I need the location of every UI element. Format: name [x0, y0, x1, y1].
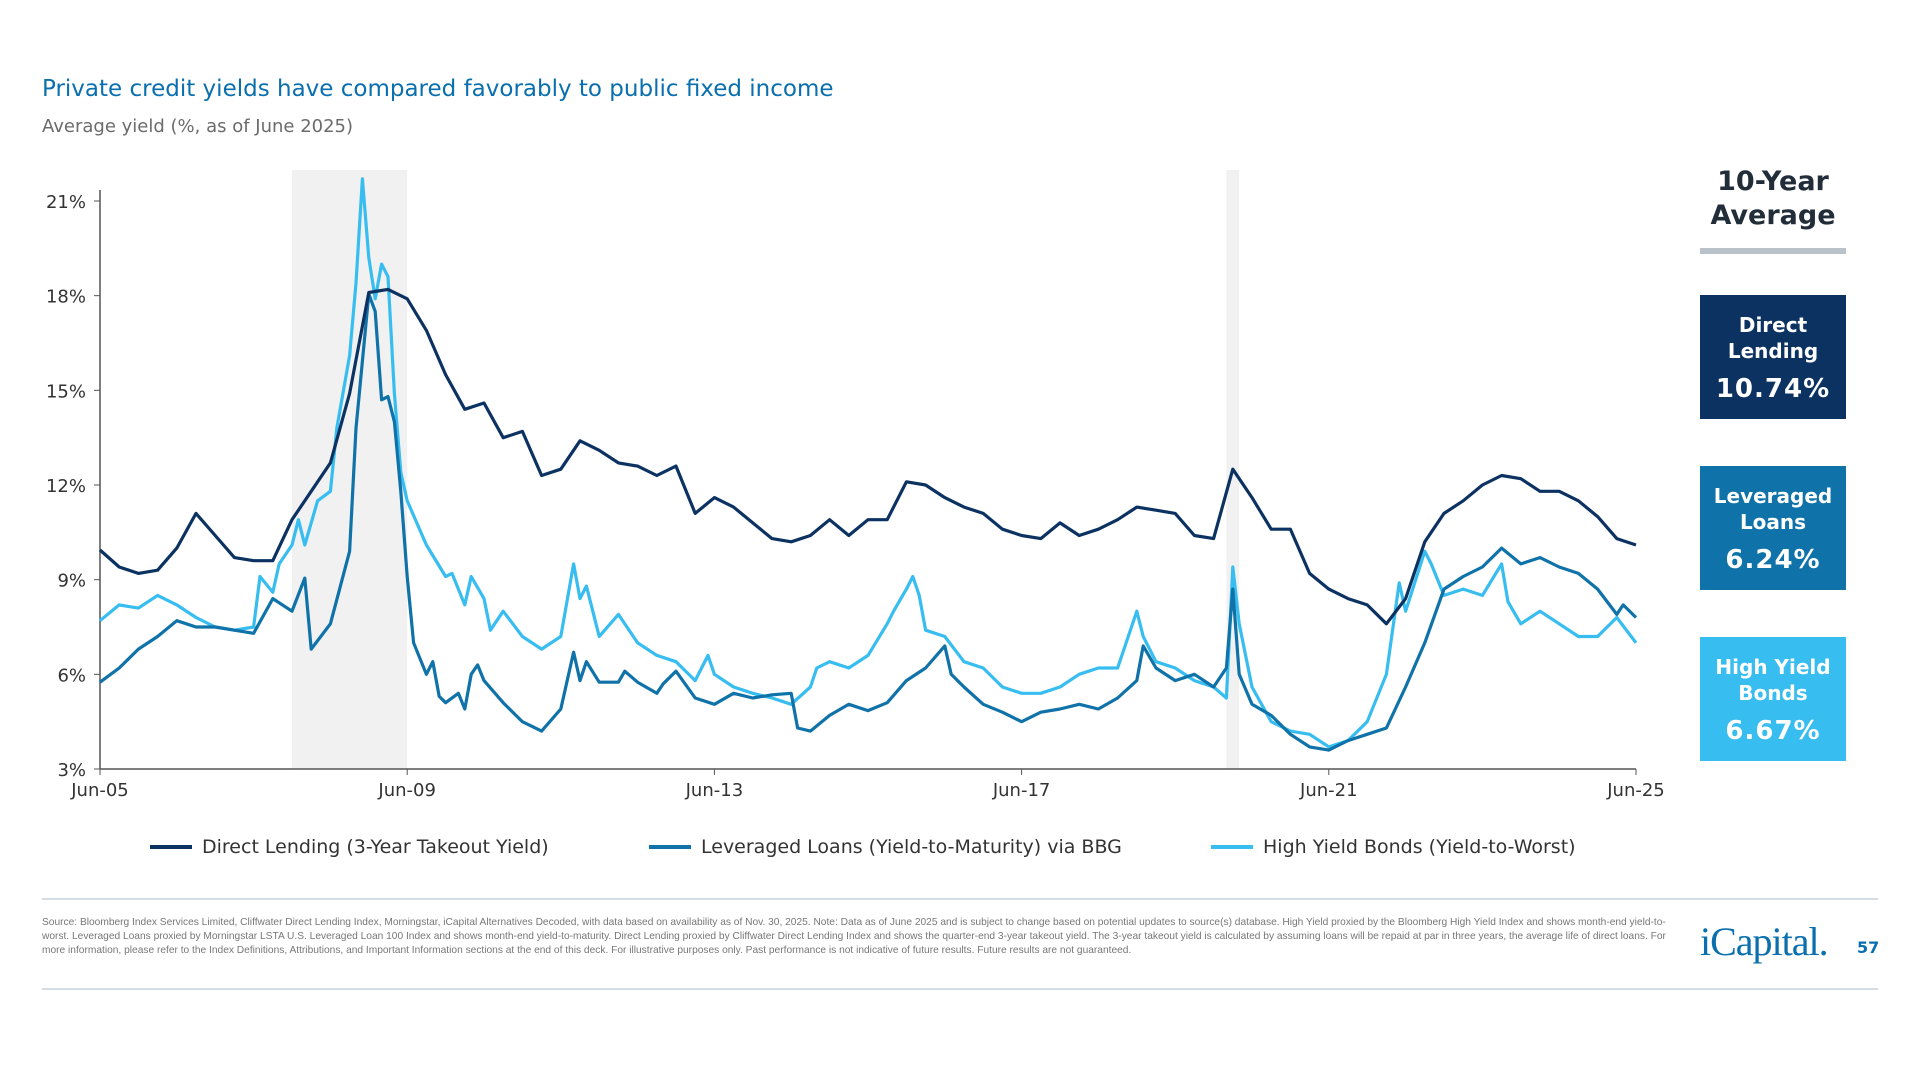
box-label: Leveraged — [1713, 484, 1833, 508]
legend-label: Leveraged Loans (Yield-to-Maturity) via … — [701, 836, 1122, 858]
legend-swatch — [150, 845, 192, 849]
leveraged-loans-line — [99, 292, 1638, 752]
legend-swatch — [1211, 845, 1253, 849]
direct-lending-average-box: Direct Lending 10.74% — [1700, 295, 1846, 419]
box-label: High Yield — [1715, 655, 1831, 679]
x-tick-label: Jun-21 — [1299, 780, 1358, 801]
page-number: 57 — [1857, 938, 1880, 957]
chart-title: Private credit yields have compared favo… — [42, 76, 834, 102]
footer-divider-bottom — [42, 988, 1878, 990]
y-tick-label: 15% — [46, 381, 86, 402]
legend-label: High Yield Bonds (Yield-to-Worst) — [1263, 836, 1576, 858]
box-label: Loans — [1739, 510, 1807, 534]
recession-shading — [292, 170, 408, 769]
box-label: Bonds — [1738, 681, 1808, 705]
y-tick-label: 12% — [46, 476, 86, 497]
heading-divider — [1700, 248, 1846, 254]
legend-item-direct-lending: Direct Lending (3-Year Takeout Yield) — [150, 836, 549, 858]
heading-line-2: Average — [1710, 200, 1836, 231]
high-yield-bonds-average-box: High Yield Bonds 6.67% — [1700, 637, 1846, 761]
y-tick-label: 6% — [57, 665, 86, 686]
yield-line-chart: 3% 6% 9% 12% 15% 18% 21% Jun-05 Jun-09 Jun-13 Jun-… — [46, 170, 1665, 801]
legend-item-high-yield-bonds: High Yield Bonds (Yield-to-Worst) — [1211, 836, 1576, 858]
y-tick-label: 9% — [57, 571, 86, 592]
y-tick-label: 18% — [46, 287, 86, 308]
box-value: 10.74% — [1715, 374, 1831, 404]
x-tick-label: Jun-05 — [70, 780, 129, 801]
x-tick-label: Jun-25 — [1606, 780, 1665, 801]
box-value: 6.24% — [1725, 545, 1821, 575]
legend-item-leveraged-loans: Leveraged Loans (Yield-to-Maturity) via … — [649, 836, 1122, 858]
x-tick-label: Jun-13 — [685, 780, 744, 801]
x-tick-label: Jun-17 — [992, 780, 1051, 801]
box-label: Direct — [1738, 313, 1808, 337]
legend-label: Direct Lending (3-Year Takeout Yield) — [202, 836, 549, 858]
box-label: Lending — [1727, 339, 1819, 363]
heading-line-1: 10-Year — [1717, 166, 1829, 197]
icapital-logo: iCapital. — [1700, 918, 1829, 965]
legend-swatch — [649, 845, 691, 849]
y-tick-label: 3% — [57, 760, 86, 781]
y-tick-label: 21% — [46, 192, 86, 213]
box-value: 6.67% — [1725, 716, 1821, 746]
source-footnote: Source: Bloomberg Index Services Limited… — [42, 917, 1666, 956]
logo-text: iCapital. — [1700, 919, 1829, 964]
ten-year-average-heading: 10-Year Average — [1700, 165, 1846, 233]
x-tick-label: Jun-09 — [377, 780, 436, 801]
chart-subtitle: Average yield (%, as of June 2025) — [42, 116, 354, 137]
leveraged-loans-average-box: Leveraged Loans 6.24% — [1700, 466, 1846, 590]
direct-lending-line — [98, 287, 1637, 626]
footer-divider-top — [42, 898, 1878, 900]
